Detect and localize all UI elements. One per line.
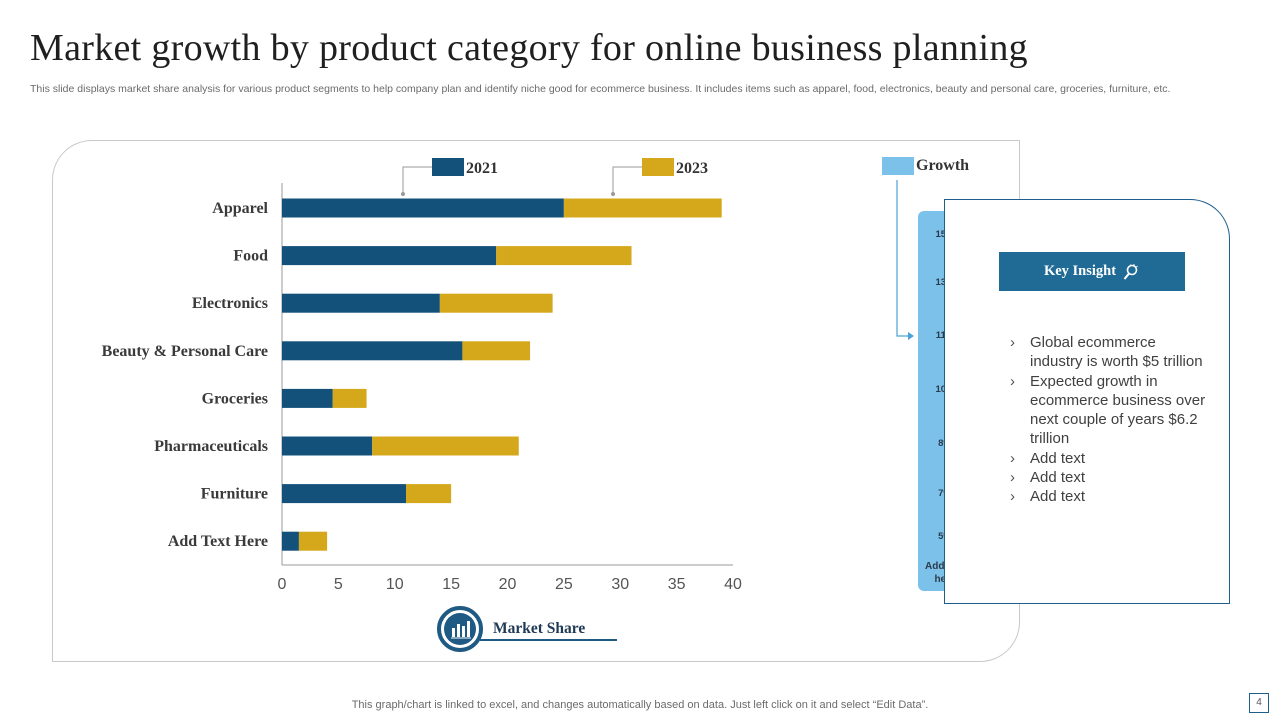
insight-title: Key Insight xyxy=(1043,263,1117,279)
page-subtitle: This slide displays market share analysi… xyxy=(30,83,1171,95)
bar-2021 xyxy=(282,341,463,361)
growth-legend-label: Growth xyxy=(916,157,970,174)
legend-swatch-2023 xyxy=(642,158,674,176)
insight-list: › Global ecommerce industry is worth $5 t… xyxy=(1008,333,1208,507)
x-tick-label: 30 xyxy=(611,576,629,593)
growth-legend-swatch xyxy=(882,157,914,175)
legend-connector-dot-2023 xyxy=(611,192,615,196)
category-label: Pharmaceuticals xyxy=(154,438,268,455)
page-title: Market growth by product category for on… xyxy=(30,27,1028,69)
chevron-right-icon: › xyxy=(1010,334,1015,351)
x-tick-label: 40 xyxy=(724,576,742,593)
insight-header: Key Insight xyxy=(999,252,1185,291)
bar-2023 xyxy=(439,293,553,313)
insight-item: › Add text xyxy=(1010,488,1086,506)
x-tick-label: 35 xyxy=(668,576,686,593)
category-label: Food xyxy=(233,248,268,265)
footer-note: This graph/chart is linked to excel, and… xyxy=(351,699,929,711)
legend-connector-dot-2021 xyxy=(401,192,405,196)
chart-card xyxy=(52,140,1020,662)
chevron-right-icon: › xyxy=(1010,469,1015,487)
page-number: 4 xyxy=(1249,693,1269,713)
insight-item: › Global ecommerce industry is worth $5 t… xyxy=(1010,334,1203,371)
x-axis-title: Market Share xyxy=(493,620,586,637)
magnifier-icon xyxy=(1123,263,1138,280)
legend-swatch-2021 xyxy=(432,158,464,176)
bar-2023 xyxy=(406,484,452,504)
growth-connector xyxy=(896,180,908,337)
chevron-right-icon: › xyxy=(1010,488,1015,506)
bar-2021 xyxy=(282,484,407,504)
legend-label-2021: 2021 xyxy=(466,160,498,177)
category-label: Add Text Here xyxy=(168,533,268,550)
bar-2021 xyxy=(282,436,373,456)
legend-connector-2023 xyxy=(612,166,642,194)
x-tick-label: 0 xyxy=(278,576,287,593)
bar-2023 xyxy=(332,388,367,408)
bar-2023 xyxy=(372,436,519,456)
x-tick-label: 5 xyxy=(334,576,343,593)
bar-2021 xyxy=(282,388,333,408)
bar-2023 xyxy=(298,531,328,551)
x-tick-label: 10 xyxy=(386,576,404,593)
category-label: Furniture xyxy=(201,486,268,503)
category-label: Electronics xyxy=(192,295,268,312)
x-tick-label: 15 xyxy=(442,576,460,593)
chevron-right-icon: › xyxy=(1010,449,1015,467)
market-share-icon xyxy=(437,606,483,652)
insight-item: › Add text xyxy=(1010,469,1086,487)
category-label: Groceries xyxy=(202,390,268,407)
insight-item: › Add text xyxy=(1010,449,1086,467)
bar-2023 xyxy=(462,341,531,361)
x-tick-label: 20 xyxy=(499,576,517,593)
category-label: Beauty & Personal Care xyxy=(102,343,268,360)
legend-connector-2021 xyxy=(402,166,432,194)
legend-label-2023: 2023 xyxy=(676,160,708,177)
bar-2021 xyxy=(282,531,299,551)
insight-item: › Expected growth in ecommerce business o… xyxy=(1010,372,1206,448)
chevron-right-icon: › xyxy=(1010,372,1015,390)
category-label: Apparel xyxy=(212,200,268,217)
bar-2021 xyxy=(282,293,440,313)
growth-arrow-head xyxy=(908,332,914,340)
bar-2023 xyxy=(563,198,722,218)
x-tick-label: 25 xyxy=(555,576,573,593)
bar-2023 xyxy=(496,246,632,266)
bar-2021 xyxy=(282,246,497,266)
bar-2021 xyxy=(282,198,564,218)
